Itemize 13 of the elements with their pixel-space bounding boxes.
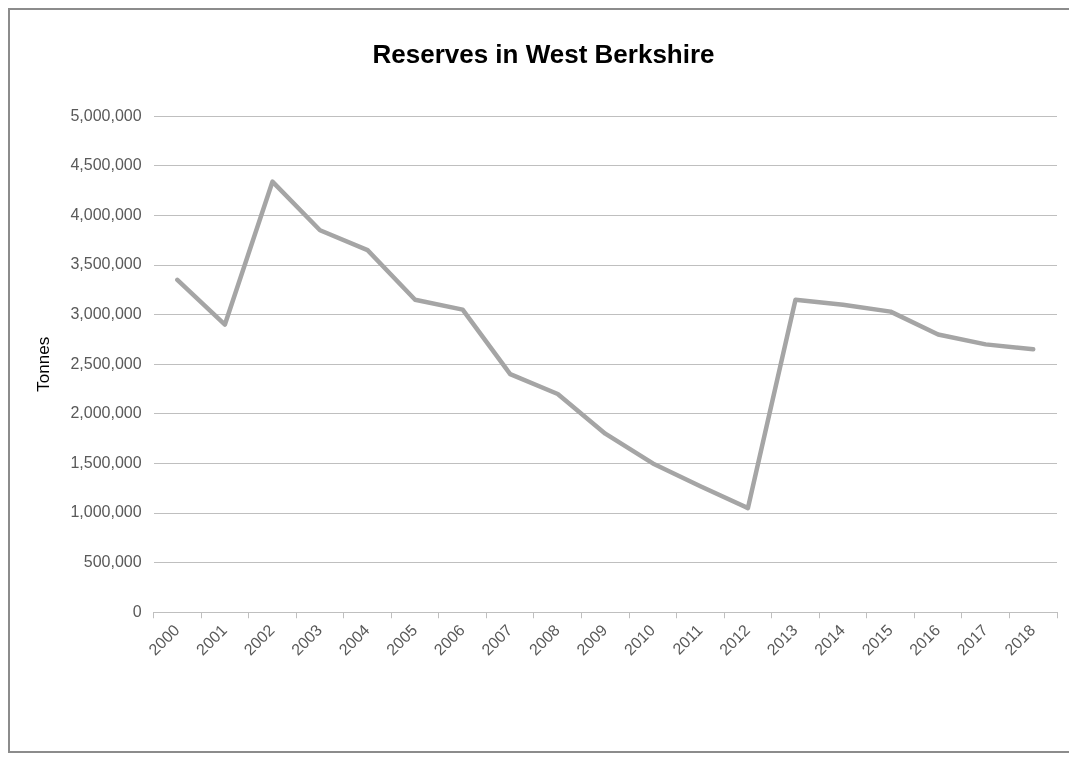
chart-title: Reserves in West Berkshire xyxy=(372,38,715,69)
y-tick-label: 2,000,000 xyxy=(70,404,142,422)
y-tick-label: 4,000,000 xyxy=(70,205,142,223)
y-tick-label: 1,500,000 xyxy=(70,453,142,471)
y-tick-label: 3,000,000 xyxy=(70,305,142,323)
y-tick-label: 1,000,000 xyxy=(70,503,142,521)
y-tick-label: 0 xyxy=(132,602,142,620)
y-tick-label: 5,000,000 xyxy=(70,106,142,124)
y-tick-label: 2,500,000 xyxy=(70,354,142,372)
y-tick-label: 500,000 xyxy=(83,553,142,571)
y-tick-label: 4,500,000 xyxy=(70,156,142,174)
y-tick-label: 3,500,000 xyxy=(70,255,142,273)
y-axis-title: Tonnes xyxy=(33,336,53,392)
